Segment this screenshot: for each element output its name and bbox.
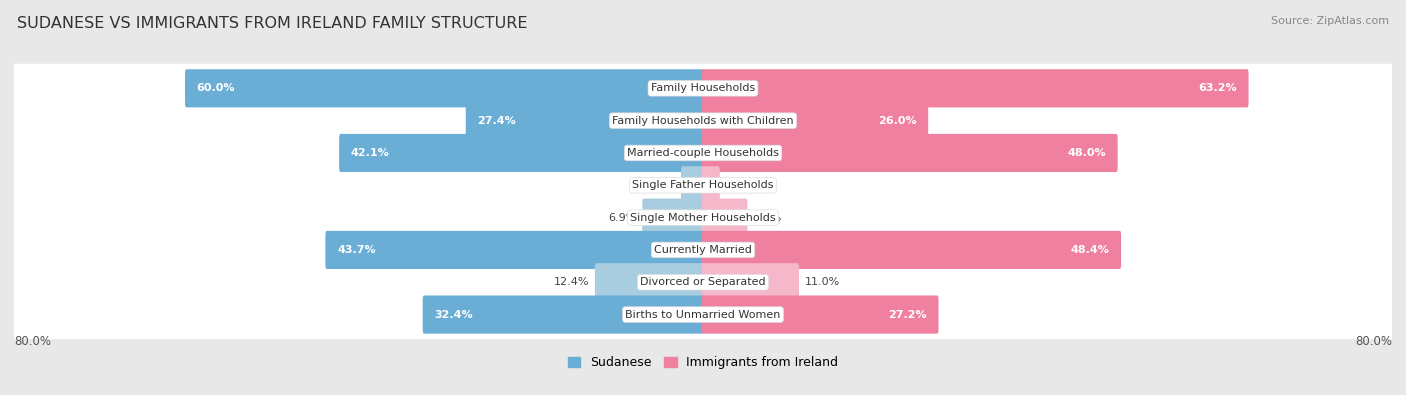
- Text: 43.7%: 43.7%: [337, 245, 375, 255]
- Text: Source: ZipAtlas.com: Source: ZipAtlas.com: [1271, 16, 1389, 26]
- FancyBboxPatch shape: [325, 231, 704, 269]
- FancyBboxPatch shape: [702, 263, 799, 301]
- FancyBboxPatch shape: [595, 263, 704, 301]
- FancyBboxPatch shape: [702, 231, 1121, 269]
- Text: 5.0%: 5.0%: [754, 213, 782, 223]
- FancyBboxPatch shape: [702, 69, 1249, 107]
- Text: 63.2%: 63.2%: [1198, 83, 1237, 93]
- FancyBboxPatch shape: [11, 226, 1395, 275]
- Text: 60.0%: 60.0%: [197, 83, 235, 93]
- FancyBboxPatch shape: [702, 199, 748, 237]
- FancyBboxPatch shape: [11, 161, 1395, 210]
- Text: 12.4%: 12.4%: [554, 277, 589, 287]
- Legend: Sudanese, Immigrants from Ireland: Sudanese, Immigrants from Ireland: [562, 352, 844, 374]
- Text: Married-couple Households: Married-couple Households: [627, 148, 779, 158]
- Text: 32.4%: 32.4%: [434, 310, 472, 320]
- Text: 2.4%: 2.4%: [647, 180, 675, 190]
- Text: 48.4%: 48.4%: [1070, 245, 1109, 255]
- Text: Family Households: Family Households: [651, 83, 755, 93]
- Text: 27.2%: 27.2%: [889, 310, 927, 320]
- Text: Divorced or Separated: Divorced or Separated: [640, 277, 766, 287]
- FancyBboxPatch shape: [11, 258, 1395, 307]
- FancyBboxPatch shape: [702, 134, 1118, 172]
- Text: Single Father Households: Single Father Households: [633, 180, 773, 190]
- Text: 1.8%: 1.8%: [725, 180, 754, 190]
- FancyBboxPatch shape: [702, 102, 928, 140]
- Text: 80.0%: 80.0%: [14, 335, 51, 348]
- FancyBboxPatch shape: [423, 295, 704, 334]
- Text: Family Households with Children: Family Households with Children: [612, 116, 794, 126]
- Text: 26.0%: 26.0%: [877, 116, 917, 126]
- Text: 42.1%: 42.1%: [350, 148, 389, 158]
- FancyBboxPatch shape: [465, 102, 704, 140]
- Text: 27.4%: 27.4%: [478, 116, 516, 126]
- FancyBboxPatch shape: [681, 166, 704, 204]
- FancyBboxPatch shape: [643, 199, 704, 237]
- FancyBboxPatch shape: [11, 290, 1395, 339]
- Text: Single Mother Households: Single Mother Households: [630, 213, 776, 223]
- FancyBboxPatch shape: [339, 134, 704, 172]
- FancyBboxPatch shape: [11, 64, 1395, 113]
- Text: Births to Unmarried Women: Births to Unmarried Women: [626, 310, 780, 320]
- FancyBboxPatch shape: [11, 128, 1395, 177]
- FancyBboxPatch shape: [186, 69, 704, 107]
- Text: 11.0%: 11.0%: [804, 277, 839, 287]
- FancyBboxPatch shape: [702, 295, 939, 334]
- FancyBboxPatch shape: [11, 96, 1395, 145]
- Text: SUDANESE VS IMMIGRANTS FROM IRELAND FAMILY STRUCTURE: SUDANESE VS IMMIGRANTS FROM IRELAND FAMI…: [17, 16, 527, 31]
- FancyBboxPatch shape: [702, 166, 720, 204]
- Text: 80.0%: 80.0%: [1355, 335, 1392, 348]
- Text: Currently Married: Currently Married: [654, 245, 752, 255]
- FancyBboxPatch shape: [11, 193, 1395, 242]
- Text: 6.9%: 6.9%: [609, 213, 637, 223]
- Text: 48.0%: 48.0%: [1067, 148, 1107, 158]
